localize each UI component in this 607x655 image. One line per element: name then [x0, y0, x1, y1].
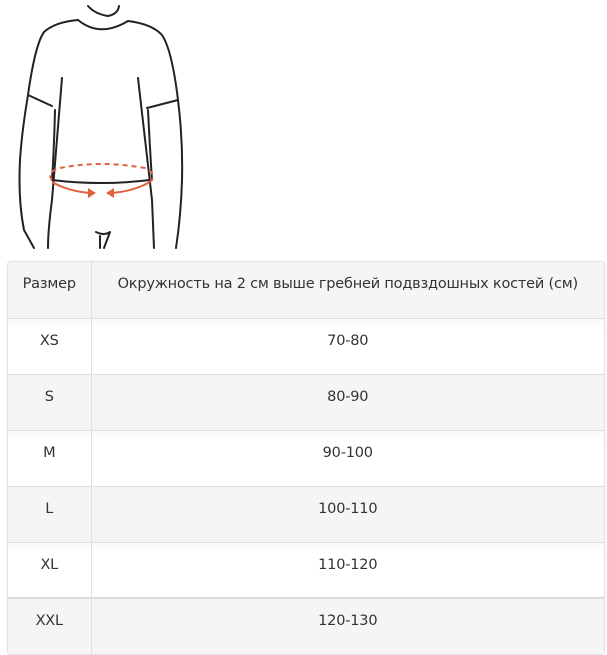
size-chart-table: Размер Окружность на 2 см выше гребней п… — [7, 261, 605, 655]
table-row: S 80-90 — [8, 374, 604, 431]
range-cell: 120-130 — [91, 597, 604, 655]
size-cell: S — [8, 374, 92, 431]
table-row: L 100-110 — [8, 486, 604, 543]
size-cell: XL — [8, 542, 92, 599]
table-row: M 90-100 — [8, 430, 604, 487]
size-cell: XS — [8, 318, 92, 375]
table-header-row: Размер Окружность на 2 см выше гребней п… — [8, 262, 604, 319]
size-cell: L — [8, 486, 92, 543]
header-circumference: Окружность на 2 см выше гребней подвздош… — [91, 262, 604, 319]
range-cell: 110-120 — [91, 542, 604, 599]
table-row: XL 110-120 — [8, 542, 604, 599]
header-size: Размер — [8, 262, 92, 319]
range-cell: 90-100 — [91, 430, 604, 487]
table-row: XXL 120-130 — [8, 597, 604, 655]
table-row: XS 70-80 — [8, 318, 604, 375]
range-cell: 70-80 — [91, 318, 604, 375]
waist-measurement-figure — [18, 5, 184, 249]
size-cell: M — [8, 430, 92, 487]
range-cell: 80-90 — [91, 374, 604, 431]
size-cell: XXL — [8, 597, 92, 655]
range-cell: 100-110 — [91, 486, 604, 543]
